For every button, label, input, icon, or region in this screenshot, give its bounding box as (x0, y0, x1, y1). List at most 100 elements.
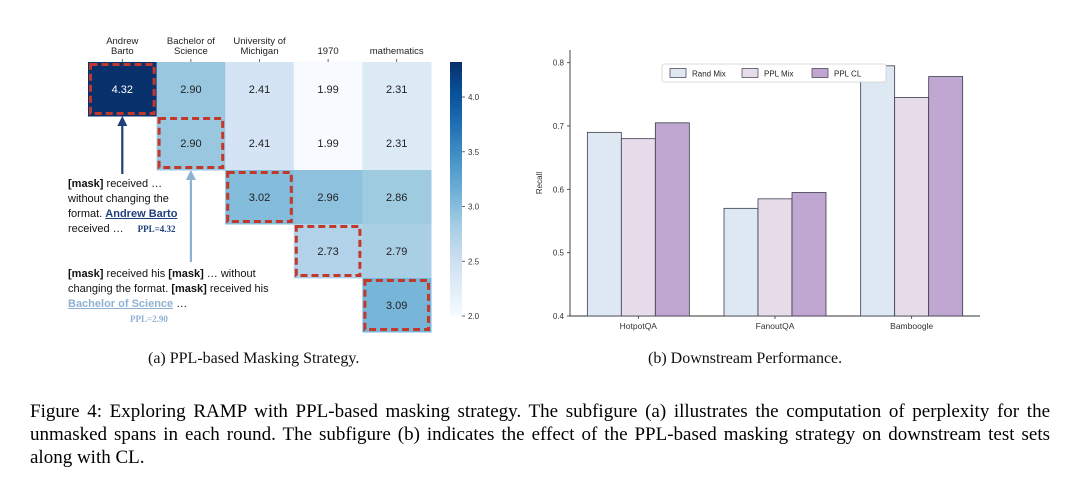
annotation-text: received his (206, 283, 269, 295)
x-tick-label: FanoutQA (756, 321, 795, 331)
arrow-head-light-icon (185, 170, 196, 180)
colorbar-tick-label: 3.5 (468, 148, 480, 157)
annotation-text: received … (68, 223, 124, 235)
bar (586, 131, 622, 317)
cell-value: 2.31 (386, 138, 407, 150)
legend: Rand Mix PPL Mix PPL CL (661, 63, 887, 83)
arrow-head-dark-icon (117, 116, 128, 126)
heatmap-chart: Andrew Barto Bachelor of Science University … (88, 36, 480, 333)
column-label: mathematics (370, 46, 424, 57)
annotation-text: received his (103, 268, 169, 280)
cell-value: 3.02 (249, 192, 270, 204)
cell-value: 3.09 (386, 300, 407, 312)
annotation-text: without changing the (68, 193, 169, 205)
cell-value: 2.31 (386, 84, 407, 96)
heatmap-cell (156, 62, 226, 117)
legend-swatch (741, 68, 759, 78)
colorbar-tick-label: 4.0 (468, 93, 480, 102)
bar (894, 97, 930, 317)
cell-value: 2.41 (249, 84, 270, 96)
mask-token: [mask] (171, 283, 207, 295)
bar (654, 122, 690, 317)
annotation-bachelor-of-science: [mask] received his [mask] … without cha… (68, 267, 269, 327)
annotation-text: format. (68, 208, 106, 220)
ppl-value: PPL=2.90 (130, 314, 168, 324)
cell-value: 1.99 (317, 84, 338, 96)
column-label-line: mathematics (370, 46, 424, 57)
column-label: Andrew Barto (106, 36, 138, 57)
figure-caption: Figure 4: Exploring RAMP with PPL-based … (30, 401, 1050, 468)
heatmap-cell (362, 224, 432, 279)
cell-value: 1.99 (317, 138, 338, 150)
heatmap-cell (293, 62, 363, 117)
y-tick-label: 0.7 (553, 122, 565, 131)
column-label: 1970 (318, 46, 339, 57)
annotation-text: … (173, 298, 188, 310)
legend-label: PPL CL (834, 70, 862, 79)
heatmap-cell (362, 170, 432, 225)
heatmap-cell (88, 62, 158, 117)
annotation-andrew-barto: [mask] received … without changing the f… (68, 177, 177, 237)
bar (620, 138, 656, 317)
heatmap-cell (225, 116, 295, 171)
heatmap-cell (293, 170, 363, 225)
heatmap-cell (293, 116, 363, 171)
cell-value: 2.79 (386, 246, 407, 258)
bar (757, 198, 793, 317)
cell-value: 2.90 (180, 84, 201, 96)
annotation-text: changing the format. (68, 283, 172, 295)
x-tick-label: HotpotQA (620, 321, 658, 331)
y-tick-label: 0.5 (553, 249, 565, 258)
legend-swatch (811, 68, 829, 78)
mask-token: [mask] (168, 268, 204, 280)
cell-value: 2.90 (180, 138, 201, 150)
colorbar-tick-label: 3.0 (468, 203, 480, 212)
highlight-box (294, 225, 362, 277)
colorbar-tick-label: 2.0 (468, 312, 480, 321)
subfigure-b-caption: (b) Downstream Performance. (648, 350, 843, 367)
bar (928, 76, 964, 317)
legend-box (661, 63, 887, 83)
highlight-span-bachelor-of-science: Bachelor of Science (68, 298, 174, 310)
cell-value: 2.73 (317, 246, 338, 258)
cell-value: 2.41 (249, 138, 270, 150)
annotation-text: received … (103, 178, 163, 190)
colorbar (450, 62, 462, 316)
highlight-span-andrew-barto: Andrew Barto (105, 208, 178, 220)
bar (723, 207, 759, 317)
colorbar-tick-label: 2.5 (468, 257, 480, 266)
highlight-box (89, 63, 156, 115)
bar (791, 192, 827, 317)
heatmap-cell (362, 62, 432, 117)
column-label-line: Barto (111, 46, 134, 57)
column-label-line: 1970 (318, 46, 339, 57)
mask-token: [mask] (68, 268, 104, 280)
cell-value: 2.96 (317, 192, 338, 204)
heatmap-cell (225, 62, 295, 117)
highlight-box (226, 171, 293, 223)
y-axis-label: Recall (535, 172, 544, 194)
legend-label: Rand Mix (692, 70, 726, 79)
column-label-line: Science (174, 46, 208, 57)
y-tick-label: 0.6 (553, 185, 565, 194)
highlight-box (363, 279, 430, 331)
subfigure-a-caption: (a) PPL-based Masking Strategy. (148, 350, 360, 367)
x-tick-label: Bamboogle (890, 321, 933, 331)
legend-label: PPL Mix (764, 70, 794, 79)
column-label: University of Michigan (233, 36, 286, 57)
cell-value: 2.86 (386, 192, 407, 204)
heatmap-cell (225, 170, 295, 225)
column-label-line: Bachelor of (167, 36, 215, 47)
y-tick-label: 0.4 (553, 312, 565, 321)
column-label-line: Michigan (240, 46, 278, 57)
heatmap-cell (362, 278, 432, 333)
column-label-line: Andrew (106, 36, 138, 47)
heatmap-cell (156, 116, 226, 171)
mask-token: [mask] (68, 178, 104, 190)
heatmap-cell (362, 116, 432, 171)
annotation-text: … without (203, 268, 256, 280)
y-tick-label: 0.8 (553, 59, 565, 68)
bar-chart: 0.4 0.5 0.6 0.7 0.8 Recall HotpotQA FanoutQA Bam… (535, 50, 980, 331)
cell-value: 4.32 (112, 84, 133, 96)
legend-swatch (669, 68, 687, 78)
